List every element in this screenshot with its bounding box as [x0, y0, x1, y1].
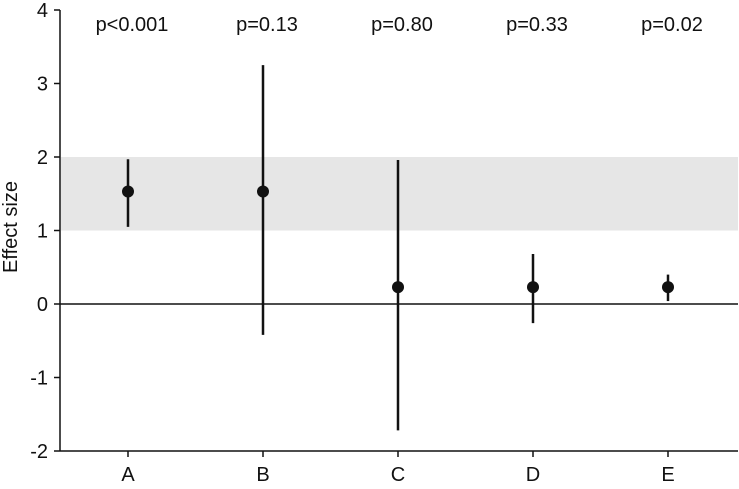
- data-point: [122, 185, 134, 198]
- p-value-label: p<0.001: [96, 14, 169, 36]
- y-tick-label: 3: [37, 74, 48, 96]
- x-tick-label: D: [526, 464, 540, 486]
- data-point: [392, 281, 404, 294]
- y-tick-label: 2: [37, 147, 48, 169]
- y-tick-label: 1: [37, 221, 48, 243]
- p-value-label: p=0.02: [641, 14, 703, 36]
- shaded-band: [61, 157, 738, 231]
- p-value-label: p=0.13: [236, 14, 298, 36]
- y-axis-title: Effect size: [0, 181, 22, 273]
- p-value-label: p=0.33: [506, 14, 568, 36]
- y-tick-label: -1: [30, 368, 48, 390]
- y-tick-label: -2: [30, 441, 48, 463]
- p-value-label: p=0.80: [371, 14, 433, 36]
- data-point: [527, 281, 539, 294]
- x-tick-label: E: [661, 464, 674, 486]
- data-point: [257, 185, 269, 198]
- x-tick-label: B: [256, 464, 269, 486]
- x-tick-label: C: [391, 464, 405, 486]
- x-tick-label: A: [121, 464, 135, 486]
- y-tick-label: 0: [37, 294, 48, 316]
- y-tick-label: 4: [37, 0, 48, 22]
- data-point: [662, 281, 674, 294]
